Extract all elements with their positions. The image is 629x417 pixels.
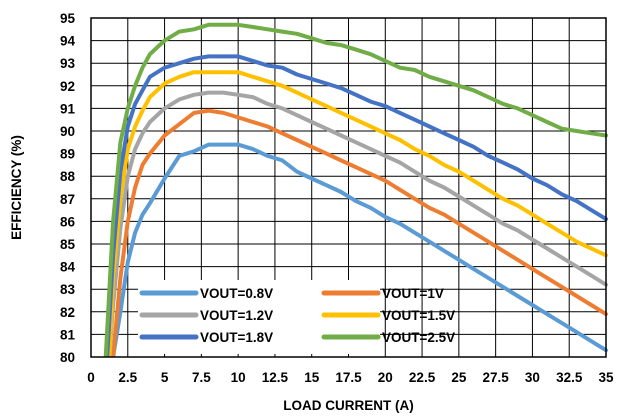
x-tick-label: 7.5	[192, 370, 211, 385]
x-tick-label: 2.5	[118, 370, 137, 385]
legend-label: VOUT=1.5V	[382, 308, 455, 323]
x-tick-label: 32.5	[556, 370, 583, 385]
x-tick-label: 0	[87, 370, 95, 385]
x-tick-label: 12.5	[262, 370, 289, 385]
x-tick-label: 25	[451, 370, 467, 385]
series-line-0	[111, 142, 608, 357]
plot-border	[90, 17, 607, 358]
x-tick-label: 10	[231, 370, 246, 385]
series-line-4	[105, 54, 608, 357]
x-axis-title: LOAD CURRENT (A)	[283, 398, 414, 413]
y-tick-label: 88	[60, 169, 76, 184]
y-tick-label: 94	[60, 34, 76, 49]
y-tick-label: 86	[60, 214, 76, 229]
y-tick-label: 85	[60, 237, 76, 252]
y-tick-label: 89	[60, 147, 75, 162]
legend-label: VOUT=2.5V	[382, 330, 455, 345]
y-tick-label: 95	[60, 11, 76, 26]
y-axis-title: EFFICIENCY (%)	[9, 135, 24, 240]
series-line-5	[103, 22, 608, 357]
y-tick-label: 91	[60, 101, 76, 116]
legend: VOUT=0.8V VOUT=1V VOUT=1.2V VOUT=1.5V VOUT=1…	[138, 280, 455, 354]
legend-label: VOUT=1V	[382, 286, 444, 301]
y-tick-label: 80	[60, 350, 75, 365]
y-tick-label: 83	[60, 282, 76, 297]
x-tick-label: 27.5	[483, 370, 510, 385]
y-tick-label: 90	[60, 124, 75, 139]
x-tick-label: 5	[161, 370, 169, 385]
legend-label: VOUT=1.2V	[200, 308, 273, 323]
series-line-2	[107, 90, 608, 357]
y-tick-label: 81	[60, 327, 76, 342]
x-tick-label: 20	[378, 370, 393, 385]
y-tick-label: 92	[60, 79, 75, 94]
x-tick-label: 30	[525, 370, 540, 385]
series-line-3	[107, 70, 608, 357]
x-tick-label: 35	[598, 370, 614, 385]
x-tick-label: 17.5	[335, 370, 362, 385]
series-line-1	[111, 108, 608, 357]
y-tick-label: 82	[60, 305, 75, 320]
legend-label: VOUT=1.8V	[200, 330, 273, 345]
series-lines	[103, 22, 608, 357]
x-tick-label: 15	[304, 370, 320, 385]
y-tick-label: 87	[60, 192, 75, 207]
y-tick-labels: 80 81 82 83 84 85 86 87 88 89 90 91 92 93 94 95	[60, 11, 76, 365]
y-tick-label: 84	[60, 260, 76, 275]
legend-label: VOUT=0.8V	[200, 286, 273, 301]
x-tick-labels: 0 2.5 5 7.5 10 12.5 15 17.5 20 22.5 25 27.5 30 32.5 35	[87, 370, 614, 385]
y-tick-label: 93	[60, 56, 76, 71]
x-tick-label: 22.5	[409, 370, 436, 385]
